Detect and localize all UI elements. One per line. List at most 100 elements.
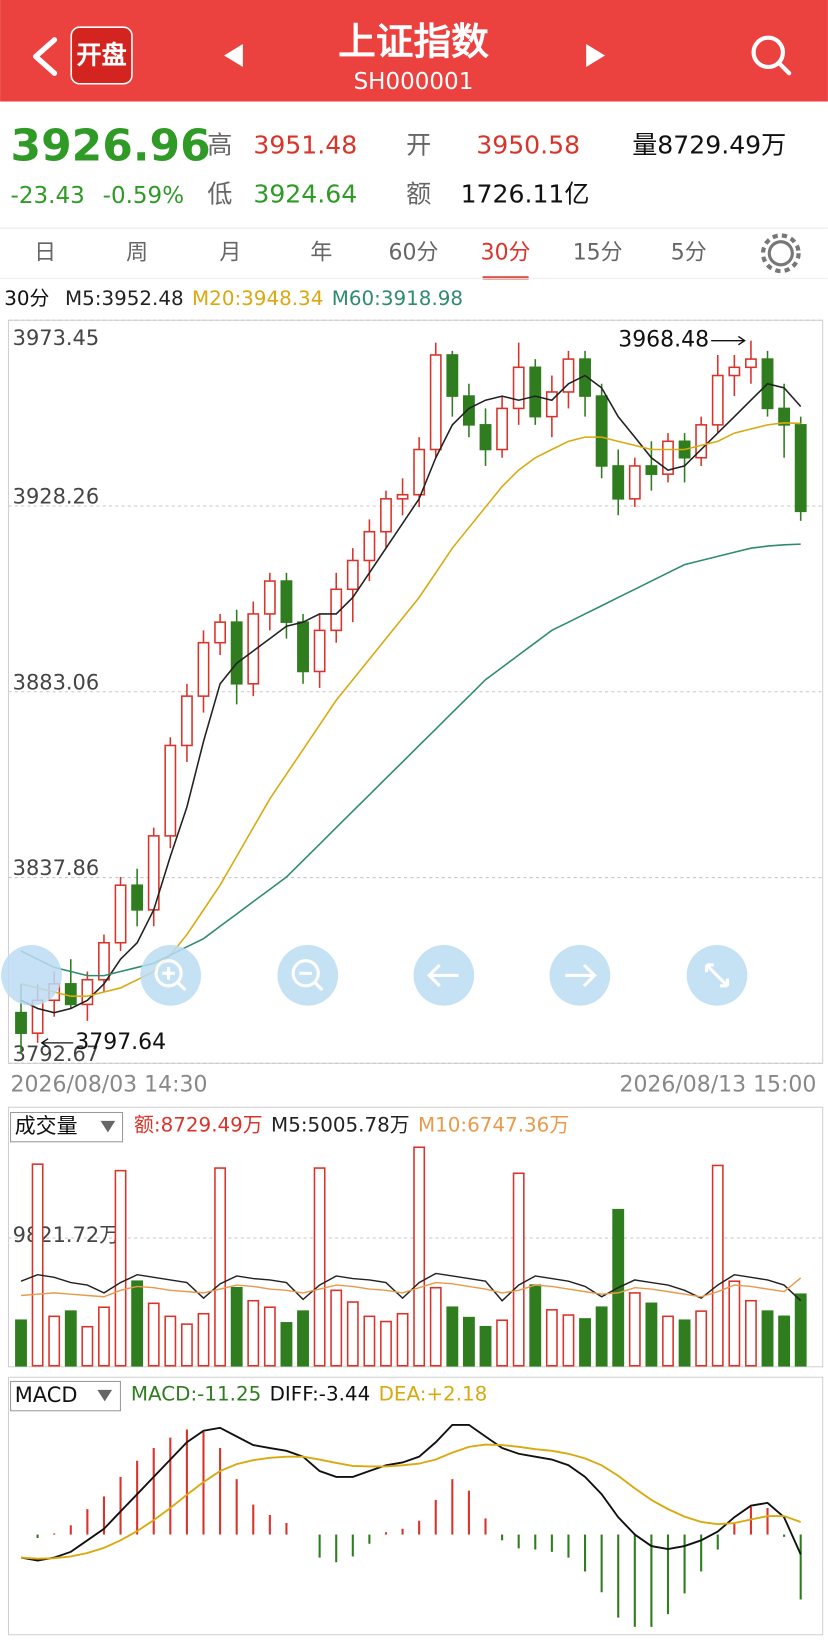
icon	[565, 963, 597, 987]
volume-bar	[363, 1315, 376, 1367]
settings-button[interactable]	[760, 233, 801, 274]
volume-bar	[98, 1306, 110, 1367]
volume-bar	[479, 1325, 492, 1367]
label: 高	[207, 131, 232, 160]
icon	[291, 959, 320, 988]
icon	[426, 963, 459, 987]
price-panel	[7, 319, 824, 1064]
y-tick-label: 3792.67	[13, 1042, 100, 1066]
candle-body	[313, 629, 326, 673]
tab[interactable]: 月	[219, 240, 241, 265]
legend-entry: M20:3948.34	[192, 287, 323, 310]
candle-body	[545, 391, 558, 418]
zoom-in-button[interactable]	[140, 945, 202, 1006]
macd-line	[20, 1443, 802, 1560]
volume-bar	[396, 1312, 409, 1367]
candle-body	[496, 407, 509, 451]
candle-body	[728, 366, 741, 377]
candle-body	[662, 440, 674, 475]
y-tick-label: 3837.86	[13, 856, 100, 880]
left-button[interactable]	[413, 945, 475, 1006]
volume-bar	[562, 1314, 575, 1367]
legend-entry: M5:5005.78万	[271, 1114, 410, 1137]
tab[interactable]: 周	[126, 240, 148, 265]
volume-bar	[230, 1286, 243, 1367]
candle-body	[462, 395, 475, 426]
prev-button[interactable]	[224, 43, 243, 67]
fullscreen-button[interactable]	[686, 945, 748, 1006]
volume-bar	[695, 1310, 708, 1367]
tab[interactable]: 5分	[671, 240, 707, 265]
candle-body	[230, 621, 243, 685]
y-tick-label: 9821.72万	[13, 1223, 120, 1247]
volume-selector[interactable]	[10, 1111, 124, 1143]
volume-bar	[31, 1163, 44, 1367]
candle-body	[15, 1011, 27, 1034]
icon	[162, 967, 187, 992]
candle-body	[711, 374, 724, 426]
zoom-out-button[interactable]	[277, 945, 339, 1006]
legend-entry: DIFF:-3.44	[270, 1383, 371, 1406]
x-end-label: 2026/08/13 15:00	[619, 1072, 816, 1097]
title: 上证指数	[338, 19, 489, 63]
annotation-arrow	[711, 335, 746, 346]
icon	[154, 959, 183, 988]
candle-body	[64, 983, 77, 1006]
volume-bar	[81, 1325, 94, 1367]
search-icon	[751, 35, 786, 70]
gear-icon	[760, 233, 801, 274]
macd-line	[20, 1423, 802, 1562]
tab[interactable]: 15分	[573, 240, 623, 265]
candle-body	[529, 366, 542, 418]
volume-bar	[595, 1306, 608, 1367]
volume-bar	[496, 1319, 509, 1367]
candle-body	[98, 941, 110, 981]
volume-bar	[429, 1286, 442, 1367]
panel-title: 成交量	[15, 1114, 78, 1138]
right-button[interactable]	[549, 945, 611, 1006]
volume-bar	[313, 1167, 326, 1367]
period-label: 30分	[4, 287, 49, 310]
macd-panel	[7, 1376, 824, 1636]
tool-button	[277, 945, 339, 1006]
tab[interactable]: 年	[310, 240, 332, 265]
volume-bar	[164, 1315, 177, 1367]
tab[interactable]: 60分	[389, 240, 439, 265]
change-pct: -0.59%	[103, 183, 184, 209]
volume-bar	[728, 1280, 741, 1367]
next-button[interactable]	[586, 43, 605, 67]
volume-bar	[247, 1299, 260, 1367]
volume-bar	[15, 1319, 27, 1367]
candle-body	[81, 978, 94, 1006]
volume-bar	[64, 1310, 77, 1367]
volume-bar	[214, 1167, 227, 1367]
y-tick-label: 3973.45	[13, 326, 100, 350]
candle-body	[263, 580, 276, 615]
panel-title: MACD	[15, 1383, 78, 1407]
candle-body	[645, 465, 658, 475]
volume-bar	[462, 1316, 475, 1367]
change: -23.43	[11, 183, 85, 209]
legend-entry: M60:3918.98	[332, 287, 463, 310]
search-button[interactable]	[751, 35, 792, 76]
volume-ma-line	[20, 1277, 802, 1298]
low: 3924.64	[253, 180, 357, 209]
volume-bar	[380, 1320, 392, 1367]
back-button[interactable]	[33, 37, 58, 76]
volume-bar	[48, 1315, 61, 1367]
candle-body	[562, 358, 575, 393]
tab[interactable]: 日	[34, 240, 56, 265]
candle-body	[628, 465, 641, 500]
open: 3950.58	[476, 131, 580, 160]
legend-entry: M10:6747.36万	[418, 1114, 569, 1137]
tab[interactable]: 30分	[481, 240, 531, 265]
badge[interactable]	[70, 26, 133, 85]
volume-bar	[645, 1302, 658, 1367]
candle-body	[114, 884, 127, 944]
annotation: 3968.48	[618, 328, 709, 353]
tool-button[interactable]	[1, 945, 62, 1006]
volume-bar	[711, 1164, 724, 1367]
volume-bar	[794, 1293, 807, 1367]
